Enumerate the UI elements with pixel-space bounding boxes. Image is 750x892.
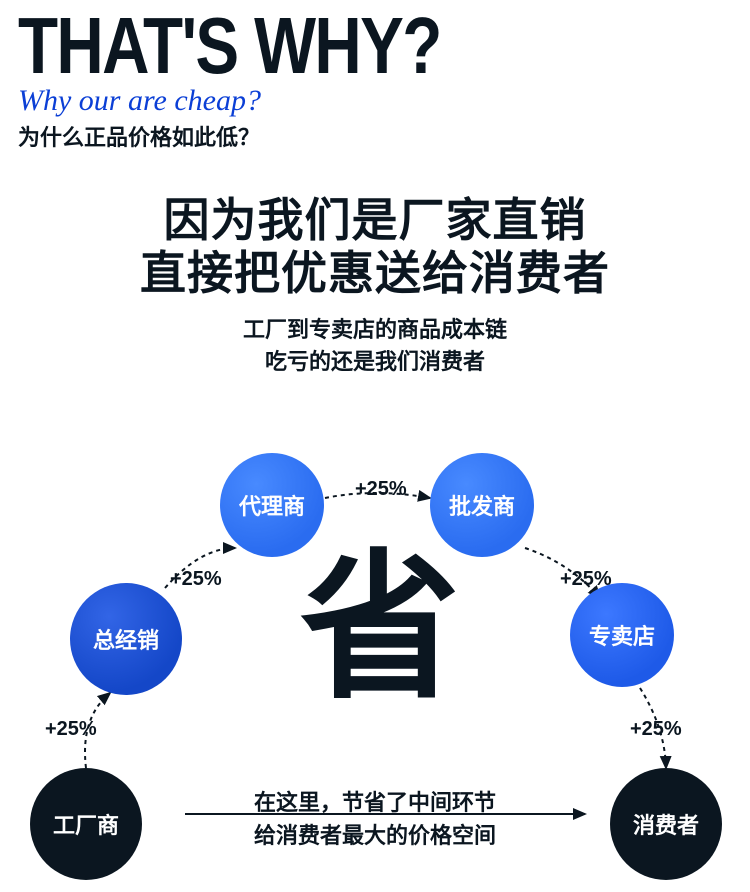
node-consumer: 消费者: [610, 768, 722, 880]
sub-heading: 工厂到专卖店的商品成本链 吃亏的还是我们消费者: [0, 314, 750, 378]
main-heading: 因为我们是厂家直销 直接把优惠送给消费者: [0, 194, 750, 300]
subtitle-chinese: 为什么正品价格如此低？: [18, 120, 750, 152]
center-save-character: 省: [300, 548, 456, 708]
edge-label-factory-distributor: +25%: [45, 718, 97, 741]
supply-chain-diagram: +25%+25%+25%+25%+25%工厂商总经销代理商批发商专卖店消费者省在…: [0, 398, 750, 878]
node-factory: 工厂商: [30, 768, 142, 880]
node-distributor: 总经销: [70, 583, 182, 695]
bottom-caption-line-2: 给消费者最大的价格空间: [205, 819, 545, 852]
heading-line-2: 直接把优惠送给消费者: [0, 247, 750, 300]
subheading-line-1: 工厂到专卖店的商品成本链: [0, 314, 750, 346]
heading-line-1: 因为我们是厂家直销: [0, 194, 750, 247]
edge-label-agent-wholesaler: +25%: [355, 478, 407, 501]
bottom-caption-line-1: 在这里，节省了中间环节: [205, 786, 545, 819]
title-english: THAT'S WHY?: [18, 10, 618, 82]
subheading-line-2: 吃亏的还是我们消费者: [0, 346, 750, 378]
node-store: 专卖店: [570, 583, 674, 687]
edge-label-store-consumer: +25%: [630, 718, 682, 741]
edge-label-distributor-agent: +25%: [170, 568, 222, 591]
bottom-caption: 在这里，节省了中间环节给消费者最大的价格空间: [205, 786, 545, 852]
